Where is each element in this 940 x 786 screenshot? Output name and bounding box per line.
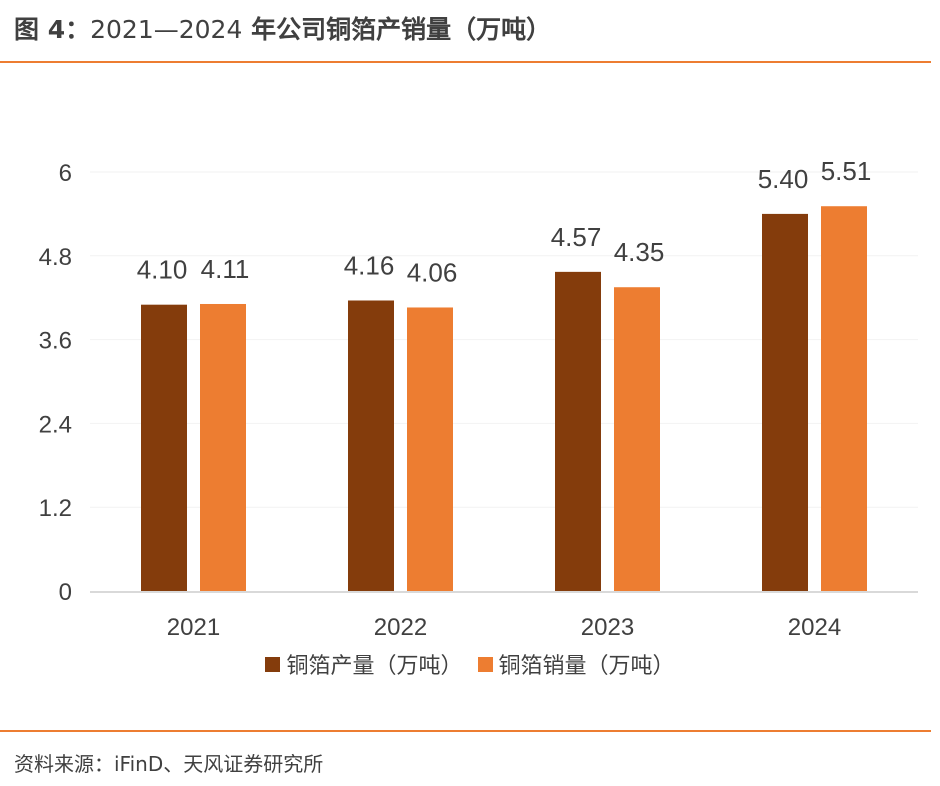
- bar-production-2022: [348, 300, 394, 591]
- data-label: 4.16: [344, 250, 395, 280]
- data-label: 4.06: [407, 257, 458, 287]
- bar-production-2024: [762, 213, 808, 591]
- legend-swatch-sales: [477, 656, 493, 672]
- top-divider: [0, 61, 931, 63]
- data-label: 5.51: [821, 156, 872, 186]
- y-tick-label: 0: [59, 579, 72, 606]
- source-note: 资料来源：iFinD、天风证券研究所: [14, 752, 324, 776]
- data-labels: 4.10 4.11 4.16 4.06 4.57 4.35 5.40 5.51: [137, 156, 872, 287]
- x-tick-label: 2021: [167, 614, 220, 641]
- legend-item-production[interactable]: 铜箔产量（万吨）: [265, 648, 463, 680]
- legend: 铜箔产量（万吨） 铜箔销量（万吨）: [0, 648, 940, 680]
- data-label: 4.11: [201, 254, 250, 284]
- bar-production-2021: [141, 304, 187, 591]
- x-tick-label: 2024: [788, 614, 841, 641]
- x-tick-label: 2022: [374, 614, 427, 641]
- figure-label: 图 4：: [14, 15, 91, 44]
- bar-sales-2023: [614, 287, 660, 591]
- legend-swatch-production: [265, 656, 281, 672]
- bar-production-2023: [555, 271, 601, 591]
- x-tick-label: 2023: [581, 614, 634, 641]
- bar-sales-2022: [407, 307, 453, 591]
- legend-label-production: 铜箔产量（万吨）: [286, 654, 463, 679]
- title-years: 2021—2024: [90, 15, 243, 44]
- data-label: 4.35: [614, 237, 665, 267]
- y-tick-label: 3.6: [39, 328, 72, 355]
- legend-item-sales[interactable]: 铜箔销量（万吨）: [477, 648, 675, 680]
- legend-label-sales: 铜箔销量（万吨）: [498, 654, 675, 679]
- bottom-divider: [0, 730, 931, 732]
- x-axis-ticks: 2021 2022 2023 2024: [167, 614, 841, 641]
- y-tick-label: 4.8: [39, 244, 72, 271]
- bar-sales-2021: [200, 303, 246, 591]
- data-label: 5.40: [758, 164, 809, 194]
- y-tick-label: 1.2: [39, 495, 72, 522]
- bars: [141, 206, 867, 592]
- y-tick-label: 2.4: [39, 411, 72, 438]
- bar-chart: 0 1.2 2.4 3.6 4.8 6 4.10 4.11 4.16 4.06 4.57 4.35 5…: [39, 156, 918, 641]
- data-label: 4.57: [551, 222, 602, 252]
- bar-sales-2024: [821, 206, 867, 592]
- y-axis-ticks: 0 1.2 2.4 3.6 4.8 6: [39, 160, 72, 606]
- title-text: 年公司铜箔产销量（万吨）: [242, 15, 552, 44]
- y-tick-label: 6: [59, 160, 72, 187]
- figure-title: 图 4：2021—2024 年公司铜箔产销量（万吨）: [14, 10, 551, 46]
- data-label: 4.10: [137, 255, 188, 285]
